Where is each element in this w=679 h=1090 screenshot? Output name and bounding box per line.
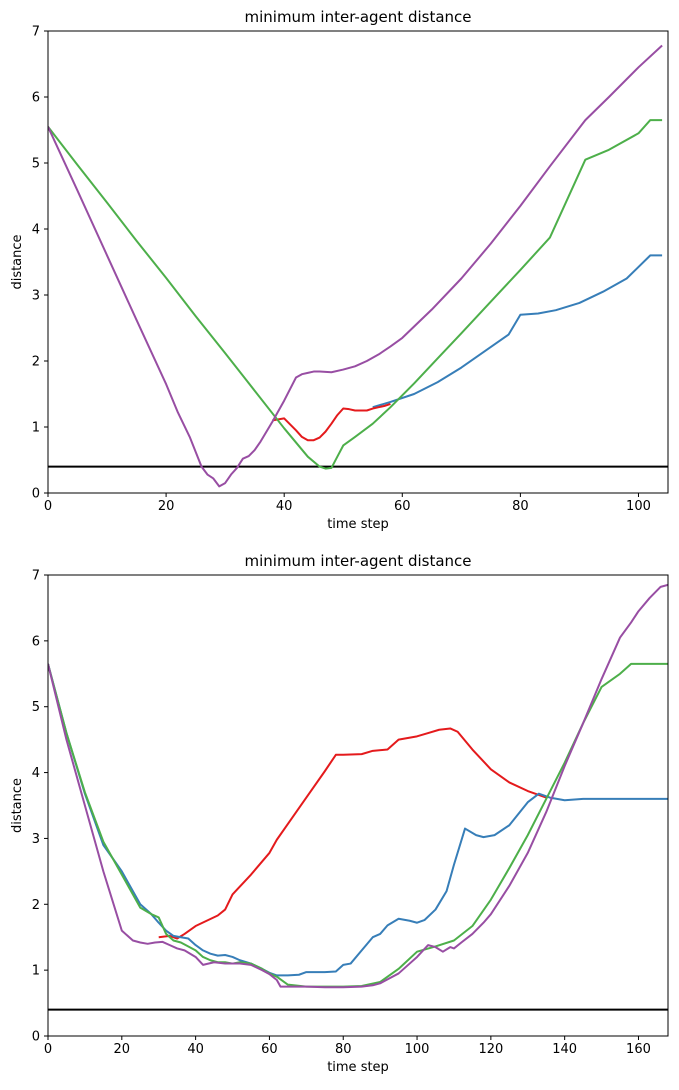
y-axis-label: distance (10, 778, 25, 833)
x-axis-label: time step (327, 1060, 389, 1075)
y-tick-label: 2 (32, 355, 40, 370)
series-line-2 (48, 119, 663, 470)
x-tick-label: 80 (335, 1042, 352, 1057)
series-line-3 (48, 44, 663, 488)
y-tick-label: 4 (32, 223, 40, 238)
y-tick-label: 0 (32, 487, 40, 502)
y-tick-label: 7 (32, 25, 40, 40)
series-line-1 (272, 402, 391, 442)
series-group (48, 583, 668, 989)
x-tick-label: 80 (512, 499, 529, 514)
x-tick-label: 100 (405, 1042, 430, 1057)
x-tick-label: 100 (626, 499, 651, 514)
y-tick-label: 4 (32, 766, 40, 781)
y-tick-label: 1 (32, 421, 40, 436)
x-tick-label: 60 (261, 1042, 278, 1057)
y-tick-label: 3 (32, 832, 40, 847)
x-tick-label: 20 (158, 499, 175, 514)
series-line-0 (158, 727, 547, 940)
chart-title: minimum inter-agent distance (244, 8, 471, 26)
y-tick-label: 7 (32, 569, 40, 584)
x-tick-label: 20 (114, 1042, 131, 1057)
series-group (48, 44, 663, 488)
y-tick-label: 6 (32, 634, 40, 649)
y-tick-label: 1 (32, 964, 40, 979)
y-tick-label: 6 (32, 91, 40, 106)
y-tick-label: 5 (32, 700, 40, 715)
series-line-2 (48, 662, 668, 988)
series-line-1 (48, 663, 668, 977)
plot-frame (47, 574, 669, 1037)
y-tick-label: 2 (32, 898, 40, 913)
chart-title: minimum inter-agent distance (244, 552, 471, 570)
plot-frame (47, 30, 669, 494)
x-tick-label: 160 (626, 1042, 651, 1057)
x-tick-label: 0 (44, 499, 52, 514)
y-axis-label: distance (10, 234, 25, 289)
y-tick-label: 5 (32, 157, 40, 172)
x-tick-label: 120 (478, 1042, 503, 1057)
x-tick-label: 60 (394, 499, 411, 514)
x-axis-label: time step (327, 517, 389, 532)
x-tick-label: 0 (44, 1042, 52, 1057)
series-line-3 (48, 583, 668, 989)
x-tick-label: 40 (187, 1042, 204, 1057)
x-tick-label: 140 (552, 1042, 577, 1057)
y-tick-label: 3 (32, 289, 40, 304)
series-line-0 (372, 254, 663, 409)
x-tick-label: 40 (276, 499, 293, 514)
y-tick-label: 0 (32, 1030, 40, 1045)
